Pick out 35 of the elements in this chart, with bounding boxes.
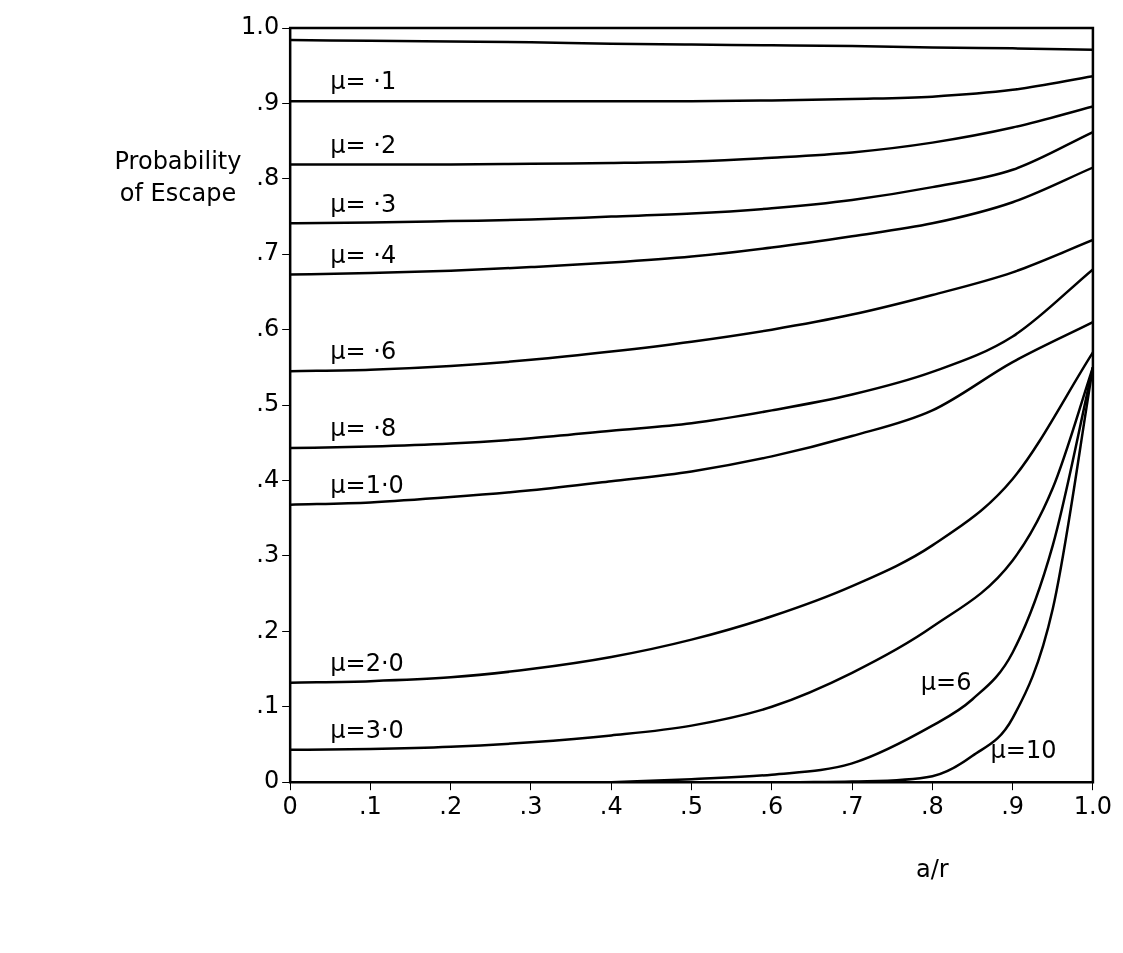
y-tick-label: 1.0 [241,12,280,41]
x-tick-label: .2 [439,791,463,820]
y-axis-title: Probability of Escape [114,147,242,208]
x-tick-label: .7 [840,791,864,820]
y-tick-label: .5 [256,389,280,418]
series-label: μ= ·2 [330,130,397,159]
series-label: μ=6 [920,668,972,697]
x-tick-label: .6 [760,791,784,820]
series-label: μ= ·4 [330,240,397,269]
x-tick-label: .3 [519,791,543,820]
series-label: μ=3·0 [330,716,404,744]
y-tick-label: .9 [256,87,280,116]
y-tick-label: 0 [263,766,280,795]
y-tick-label: .7 [256,238,280,267]
series-label: μ= ·6 [330,337,397,366]
y-tick-label: .3 [256,540,280,569]
x-tick-label: 0 [282,791,298,820]
x-tick-label: .9 [1001,791,1025,820]
series-label: μ= ·8 [330,414,397,443]
series-label: μ=1·0 [330,470,404,499]
y-tick-label: .8 [256,163,280,192]
x-axis-title: a/r [916,855,949,884]
series-label: μ= ·1 [330,67,397,96]
series-label: μ= ·3 [330,189,397,218]
x-tick-label: .4 [599,791,623,820]
x-tick-label: .8 [920,791,944,820]
y-tick-label: .1 [256,691,280,720]
x-tick-label: 1.0 [1073,791,1112,820]
x-tick-label: .1 [358,791,382,820]
x-tick-label: .5 [680,791,703,820]
y-tick-label: .2 [256,615,280,644]
y-tick-label: .6 [256,313,280,342]
series-label: μ=2·0 [330,648,404,677]
series-label: μ=10 [990,736,1057,765]
y-tick-label: .4 [256,464,280,493]
